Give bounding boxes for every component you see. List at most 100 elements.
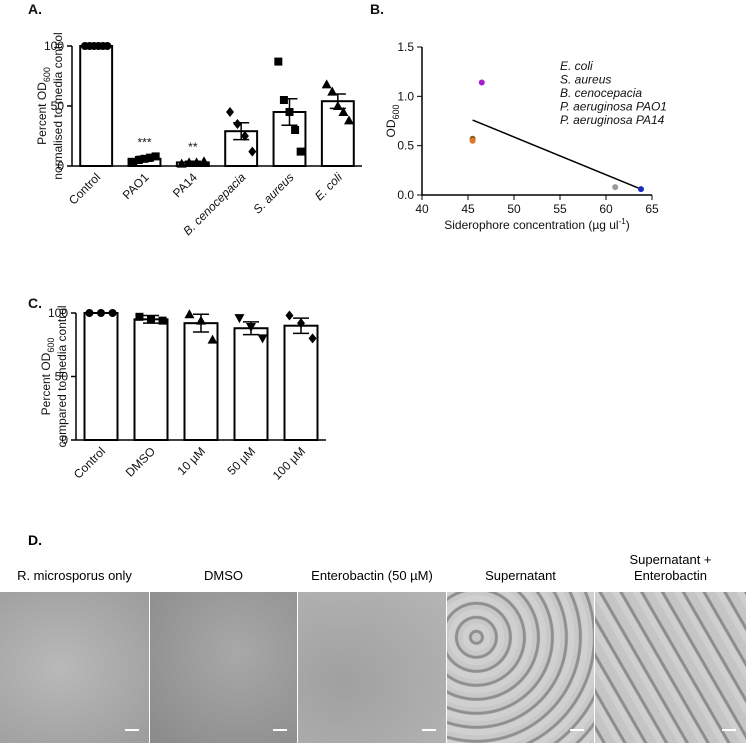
micrograph-panel: DMSO [150, 528, 297, 743]
data-point [151, 152, 160, 161]
data-point [233, 119, 242, 129]
y-label-text: Percent OD [35, 82, 49, 145]
x-tick-label: E. coli [312, 170, 345, 203]
data-point [196, 315, 206, 325]
data-point [240, 131, 249, 141]
micrograph [0, 592, 149, 743]
y-tick-label: 100 [44, 39, 64, 53]
micrograph-title: Enterobactin (50 µM) [311, 568, 433, 583]
legend-entry: P. aeruginosa PA14 [560, 113, 665, 127]
data-point [147, 315, 155, 324]
bar [79, 45, 114, 167]
data-point [279, 96, 288, 104]
legend-entry: E. coli [560, 59, 593, 73]
data-point [103, 42, 112, 50]
micrograph [595, 592, 746, 743]
y-tick-label: 1.5 [397, 40, 414, 54]
y-tick-label: 0.0 [397, 188, 414, 202]
data-point [158, 316, 167, 325]
x-tick-label: 100 µM [270, 444, 308, 482]
panel-label: C. [28, 295, 42, 311]
y-axis-label: Percent OD600 [39, 338, 56, 416]
legend-entry: S. aureus [560, 73, 611, 87]
bar [233, 327, 269, 441]
panel-label: A. [28, 1, 42, 17]
y-label-subscript: 600 [391, 104, 401, 119]
panel-d: D. R. microsporus only DMSO Enterobactin (… [0, 528, 747, 743]
data-point [321, 79, 332, 89]
micrograph-panel: Supernatant + Enterobactin [595, 528, 746, 743]
y-axis-label: OD600 [384, 104, 401, 137]
x-tick-label: 10 µM [174, 444, 208, 478]
bar [320, 100, 355, 167]
y-label-text: OD [384, 119, 398, 137]
data-point [332, 101, 343, 110]
significance: *** [137, 135, 151, 149]
data-point [198, 156, 209, 166]
x-tick-label: 45 [461, 202, 475, 216]
data-point [338, 107, 349, 116]
significance: ** [188, 140, 198, 154]
data-point [108, 309, 117, 317]
y-tick-label: 1.0 [397, 89, 414, 103]
bar [283, 324, 319, 442]
data-point [85, 309, 94, 317]
data-point [184, 309, 195, 319]
micrograph [447, 592, 594, 743]
x-tick-label: 55 [553, 202, 567, 216]
legend-entry: P. aeruginosa PAO1 [560, 100, 667, 114]
data-point [285, 310, 294, 321]
panel-label: B. [370, 1, 384, 17]
x-tick-label: 40 [415, 202, 429, 216]
scale-bar [273, 729, 287, 731]
y-tick-label: 0.5 [397, 139, 414, 153]
data-point [612, 184, 619, 191]
micrograph-title: R. microsporus only [17, 568, 132, 583]
data-point [191, 157, 202, 167]
data-point [176, 158, 187, 168]
data-point [226, 107, 235, 117]
x-tick-label: PAO1 [120, 170, 152, 202]
scale-bar [422, 729, 436, 731]
scale-bar [570, 729, 584, 731]
x-tick-label: Control [66, 170, 103, 207]
x-tick-label: 50 [507, 202, 521, 216]
data-point [296, 147, 305, 156]
micrograph-panel: R. microsporus only [0, 528, 149, 743]
data-point [234, 314, 245, 324]
data-point [257, 334, 268, 344]
panel-label: D. [28, 532, 42, 548]
micrograph-title: Supernatant + Enterobactin [629, 552, 712, 583]
y-label-subscript: 600 [42, 67, 52, 82]
x-label-text: ) [626, 218, 630, 232]
y-label-subscript: 600 [46, 338, 56, 353]
y-label-text: Percent OD [39, 352, 53, 415]
data-point [248, 146, 257, 157]
y-tick-label: 0 [57, 159, 64, 173]
bar [133, 318, 169, 442]
y-tick-label: 50 [55, 370, 69, 384]
data-point [207, 334, 218, 344]
x-tick-label: 60 [599, 202, 613, 216]
micrograph-title: DMSO [204, 568, 243, 583]
x-label-superscript: -1 [619, 217, 627, 226]
x-tick-label: Control [71, 444, 108, 481]
micrograph [150, 592, 297, 743]
micrograph-title: Supernatant [485, 568, 556, 583]
y-tick-label: 50 [51, 99, 65, 113]
x-label-text: Siderophore concentration (µg ul [444, 218, 618, 232]
x-tick-label: 50 µM [224, 444, 258, 478]
y-axis-label: normalised to media control [51, 32, 65, 179]
micrograph-panel: Supernatant [447, 528, 594, 743]
data-point [469, 137, 476, 144]
scale-bar [722, 729, 736, 731]
x-tick-label: 65 [645, 202, 659, 216]
data-point [135, 312, 144, 321]
data-point [285, 108, 294, 116]
x-axis-label: Siderophore concentration (µg ul-1) [444, 217, 629, 232]
data-point [291, 126, 300, 134]
micrograph-panel: Enterobactin (50 µM) [298, 528, 446, 743]
data-point [637, 186, 644, 193]
x-tick-label: DMSO [123, 444, 158, 479]
